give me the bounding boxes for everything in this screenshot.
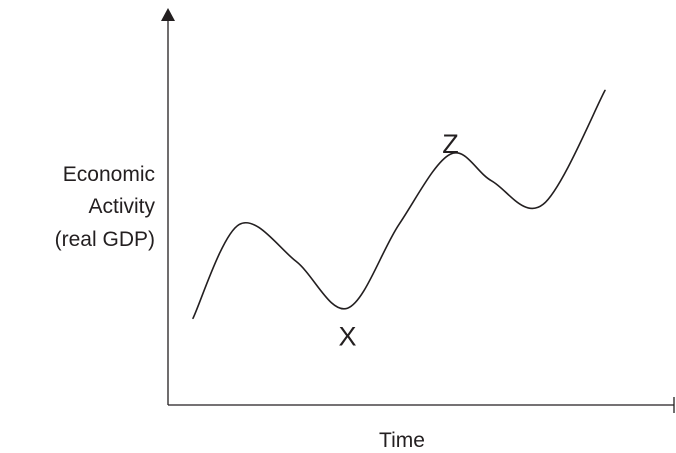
y-axis-arrow-icon bbox=[161, 8, 175, 21]
x-axis-label: Time bbox=[379, 429, 425, 452]
y-axis-label-line-1: Economic bbox=[63, 163, 155, 186]
economic-activity-line bbox=[192, 89, 606, 320]
trough-label-x: X bbox=[338, 322, 356, 352]
peak-label-z: Z bbox=[442, 129, 459, 159]
y-axis-label-line-2: Activity bbox=[88, 195, 155, 218]
y-axis-label-line-3: (real GDP) bbox=[55, 228, 155, 251]
